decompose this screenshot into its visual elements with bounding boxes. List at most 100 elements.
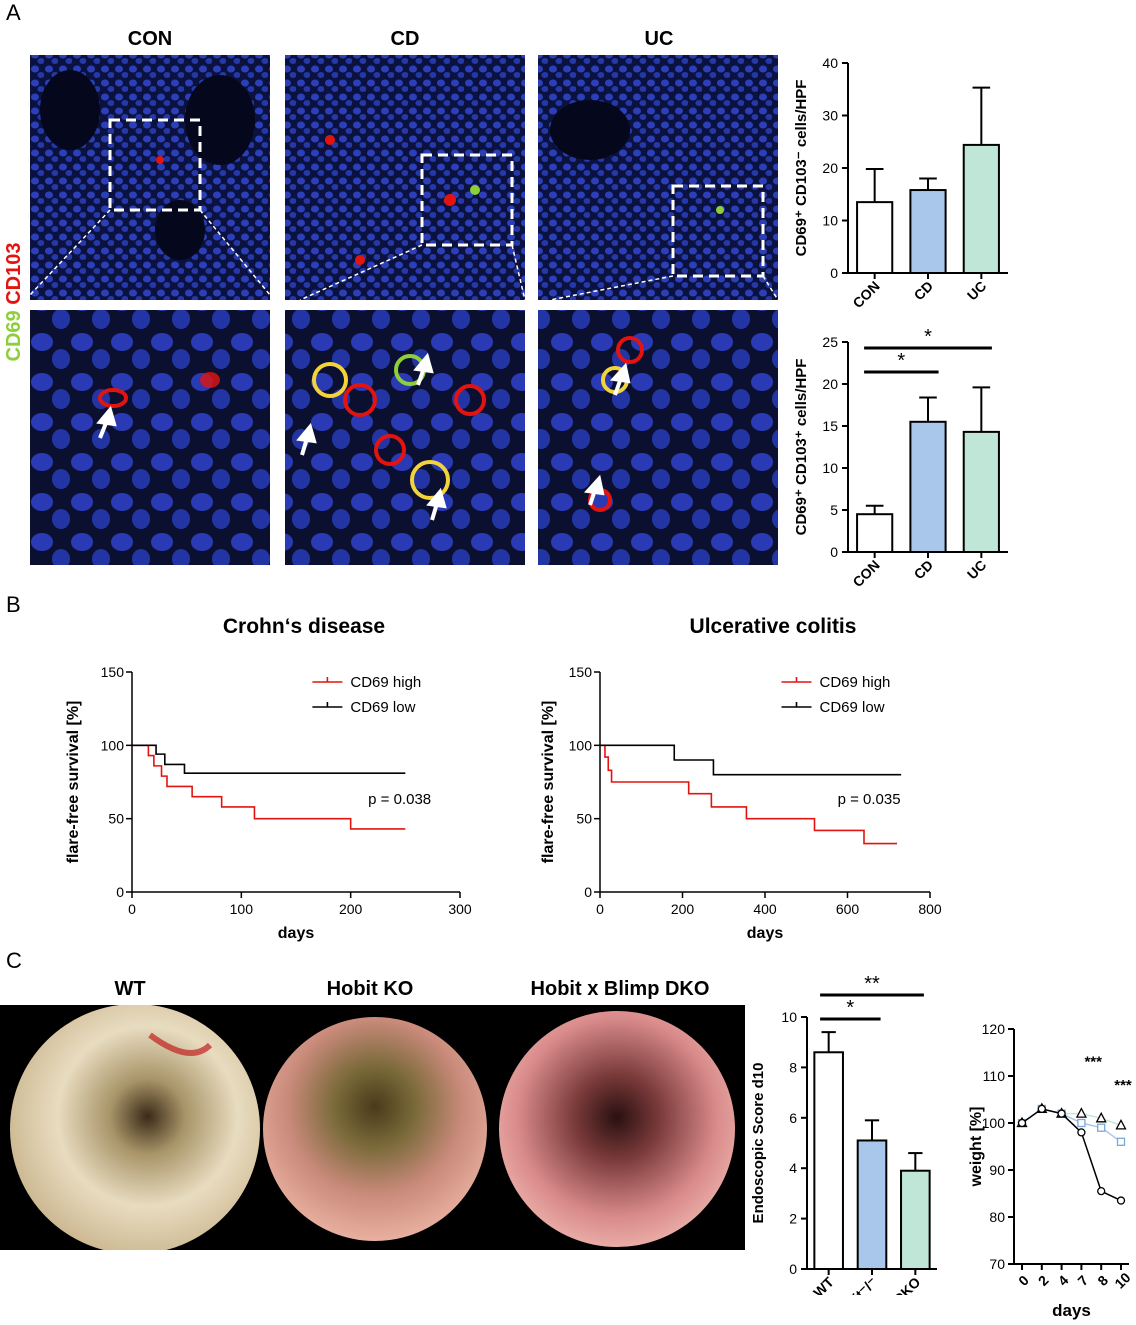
weight-point <box>1077 1128 1086 1137</box>
x-tick-label: 600 <box>836 901 860 917</box>
weight-point <box>1095 1111 1107 1123</box>
x-tick-label: 100 <box>230 901 254 917</box>
stain-label-cd103: CD103 <box>3 242 25 305</box>
micro-cd-zoom <box>285 310 525 565</box>
bar-uc <box>962 143 1000 275</box>
y-tick-label: 25 <box>822 334 838 350</box>
x-tick-label: CON <box>849 278 882 311</box>
endoscopy-images <box>0 1005 745 1250</box>
endo-title-dko: Hobit x Blimp DKO <box>530 978 710 1000</box>
y-tick-label: 40 <box>822 55 838 71</box>
stain-label-cd69: CD69 <box>3 310 25 362</box>
micro-uc-overview <box>538 55 778 300</box>
p-value: p = 0.035 <box>838 791 901 808</box>
x-tick-label: 8 <box>1094 1272 1111 1289</box>
y-tick-label: 6 <box>789 1110 797 1126</box>
y-tick-label: 150 <box>569 664 593 680</box>
x-tick-label: 0 <box>596 901 604 917</box>
bar-cd <box>909 420 947 553</box>
y-tick-label: 110 <box>983 1068 1006 1084</box>
y-tick-label: 100 <box>101 737 125 753</box>
panel-label-a: A <box>6 0 21 25</box>
y-tick-label: 150 <box>101 664 125 680</box>
chart-b-uc: Ulcerative colitis 0 50 100 150 0 200 400 600 800… <box>540 615 942 942</box>
bar-con <box>856 513 894 553</box>
panel-label-b: B <box>6 592 21 617</box>
chart-c-weight: 70 80 90 100 110 120 0 2 4 7 8 10 days weight [%] *** *… <box>968 1021 1134 1320</box>
legend-label: CD69 high <box>350 674 421 691</box>
weight-point <box>1116 1137 1126 1146</box>
x-tick-label: 0 <box>128 901 136 917</box>
y-tick-label: 0 <box>830 544 838 560</box>
endoscopy-dko <box>499 1011 735 1247</box>
y-tick-label: 4 <box>789 1160 797 1176</box>
x-tick-label: 10 <box>1111 1269 1133 1291</box>
panel-label-c: C <box>6 948 22 973</box>
bar-wt <box>813 1051 844 1270</box>
y-tick-label: 100 <box>982 1115 1006 1131</box>
legend-label: CD69 high <box>820 674 891 691</box>
x-tick-label: DKO <box>890 1274 923 1295</box>
significance-label: * <box>897 350 905 372</box>
y-axis-label: CD69⁺ CD103⁺ cells/HPF <box>793 359 810 536</box>
micro-uc-zoom <box>538 310 778 565</box>
column-header-cd: CD <box>390 28 420 50</box>
weight-point <box>1097 1186 1106 1196</box>
y-tick-label: 50 <box>576 811 592 827</box>
chart-a-bottom: 0 5 10 15 20 25 CON CD UC CD69⁺ CD103⁺ cells/HPF *… <box>793 326 1008 590</box>
y-tick-label: 50 <box>108 811 124 827</box>
weight-point <box>1037 1104 1046 1114</box>
x-axis-label: days <box>278 925 315 942</box>
x-axis-label: days <box>1052 1301 1091 1320</box>
y-axis-label: flare-free survival [%] <box>540 701 557 864</box>
y-tick-label: 10 <box>781 1009 797 1025</box>
weight-point <box>1057 1109 1066 1118</box>
legend-label: CD69 low <box>820 699 885 716</box>
y-tick-label: 30 <box>822 108 838 124</box>
x-tick-label: 4 <box>1055 1272 1072 1289</box>
y-tick-label: 10 <box>822 213 838 229</box>
y-tick-label: 8 <box>789 1059 797 1075</box>
endoscopy-wt <box>10 1005 260 1250</box>
significance-label: * <box>924 326 932 348</box>
y-tick-label: 70 <box>989 1256 1005 1272</box>
survival-curve-low <box>600 744 902 776</box>
y-tick-label: 2 <box>789 1211 797 1227</box>
y-tick-label: 5 <box>830 502 838 518</box>
chart-title: Ulcerative colitis <box>690 615 857 638</box>
y-tick-label: 20 <box>822 160 838 176</box>
survival-curve-high <box>132 744 406 830</box>
x-tick-label: 7 <box>1074 1272 1091 1289</box>
endo-title-hobit-ko: Hobit KO <box>326 978 414 1000</box>
y-tick-label: 120 <box>982 1021 1006 1037</box>
y-tick-label: 100 <box>569 737 593 753</box>
micro-con-zoom <box>30 310 270 565</box>
legend-label: CD69 low <box>350 699 415 716</box>
x-tick-label: 300 <box>448 901 472 917</box>
microscopy-grid <box>30 55 779 565</box>
x-axis-label: days <box>747 925 784 942</box>
micro-cd-overview <box>285 55 525 300</box>
y-tick-label: 10 <box>822 460 838 476</box>
weight-point <box>1097 1123 1106 1132</box>
weight-point <box>1115 1118 1127 1130</box>
y-tick-label: 80 <box>989 1209 1005 1225</box>
y-tick-label: 0 <box>584 884 592 900</box>
x-tick-label: 200 <box>671 901 695 917</box>
p-value: p = 0.038 <box>368 791 431 808</box>
x-tick-label: 800 <box>918 901 942 917</box>
weight-point <box>1116 1196 1126 1205</box>
bar-dko <box>900 1169 931 1270</box>
significance-label: ** <box>864 975 880 995</box>
chart-a-top: 0 10 20 30 40 CON CD UC CD69⁺ CD103⁻ cells/HPF <box>793 55 1008 311</box>
y-tick-label: 0 <box>789 1261 797 1277</box>
x-tick-label: UC <box>964 557 990 583</box>
significance-label: *** <box>1114 1077 1132 1094</box>
y-axis-label: CD69⁺ CD103⁻ cells/HPF <box>793 80 810 257</box>
x-tick-label: 2 <box>1035 1272 1052 1289</box>
bar-hobit <box>856 1139 888 1270</box>
weight-point <box>1017 1118 1027 1128</box>
bar-con <box>856 201 894 274</box>
x-tick-label: Hobit⁻/⁻ <box>830 1274 880 1295</box>
